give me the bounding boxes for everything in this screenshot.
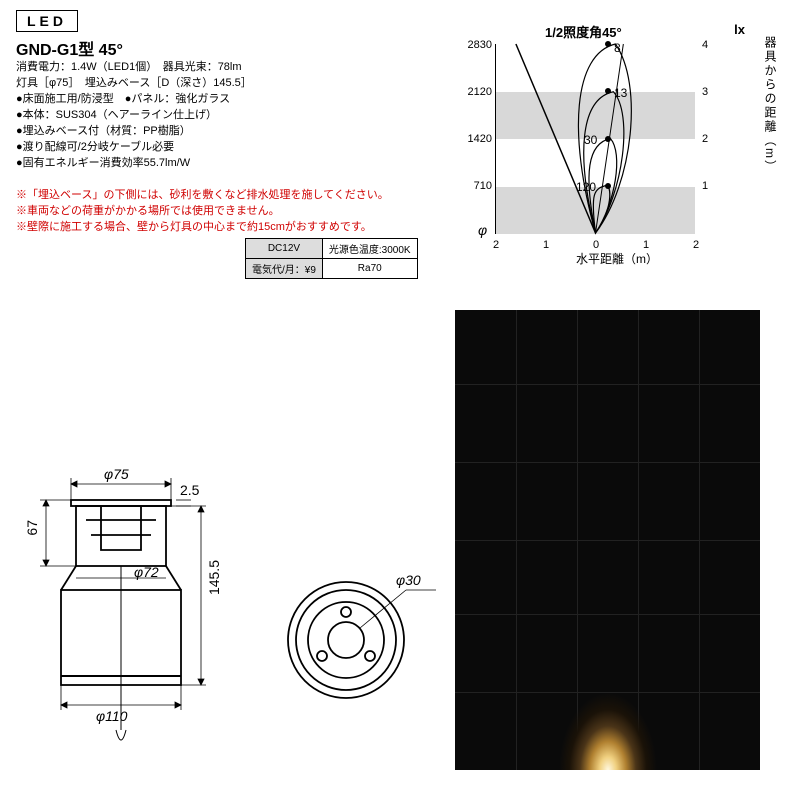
led-badge: LED: [16, 10, 78, 32]
dim-phi72: φ72: [134, 564, 159, 580]
chart-dot: [605, 41, 611, 47]
dim-145-5: 145.5: [206, 560, 222, 595]
ylabel: 2830: [454, 39, 492, 51]
xlabel: 2: [686, 239, 706, 251]
chart-value: 30: [584, 133, 597, 147]
xlabel: 1: [536, 239, 556, 251]
rlabel: 2: [697, 133, 713, 145]
warning-line: ※壁際に施工する場合、壁から灯具の中心まで約15cmがおすすめです。: [16, 220, 436, 236]
warning-line: ※「埋込ベース」の下側には、砂利を敷くなど排水処理を施してください。: [16, 188, 436, 204]
dim-phi30: φ30: [396, 572, 421, 588]
spec-line: ●床面施工用/防浸型 ●パネル：強化ガラス: [16, 92, 396, 108]
dim-phi110: φ110: [96, 708, 127, 724]
dim-phi75: φ75: [104, 466, 129, 482]
xaxis-title: 水平距離（m）: [576, 250, 658, 267]
spec-line: 消費電力：1.4W（LED1個） 器具光束：78lm: [16, 60, 396, 76]
rlabel: 1: [697, 180, 713, 192]
chart-dot: [605, 136, 611, 142]
spec-line: ●渡り配線可/2分岐ケーブル必要: [16, 140, 396, 156]
table-cell: Ra70: [322, 259, 417, 279]
warning-line: ※車両などの荷重がかかる場所では使用できません。: [16, 204, 436, 220]
chart-dot: [605, 88, 611, 94]
chart-dot: [605, 183, 611, 189]
table-cell: DC12V: [246, 239, 323, 259]
dim-67: 67: [24, 520, 40, 536]
ylabel: 1420: [454, 133, 492, 145]
light-glow: [508, 590, 708, 770]
chart-value: 13: [614, 86, 627, 100]
chart-value: 8: [614, 41, 621, 55]
chart-title: 1/2照度角45°: [545, 22, 622, 41]
warnings: ※「埋込ベース」の下側には、砂利を敷くなど排水処理を施してください。 ※車両など…: [16, 188, 436, 236]
rlabel: 4: [697, 39, 713, 51]
rlabel: 3: [697, 86, 713, 98]
spec-list: 消費電力：1.4W（LED1個） 器具光束：78lm 灯具［φ75］ 埋込みベー…: [16, 60, 396, 172]
illumination-chart: 1/2照度角45° lx 器具からの距離（m） 2830 2120 1420 7…: [455, 26, 735, 286]
dim-2-5: 2.5: [180, 482, 199, 498]
spec-line: ●本体：SUS304（ヘアーライン仕上げ）: [16, 108, 396, 124]
spec-line: ●固有エネルギー消費効率55.7lm/W: [16, 156, 396, 172]
table-cell: 電気代/月：¥9: [246, 259, 323, 279]
ylabel: 2120: [454, 86, 492, 98]
tech-drawing: φ75 2.5 67 φ72 145.5 φ110 φ30: [16, 460, 456, 780]
spec-line: ●埋込みベース付（材質：PP樹脂）: [16, 124, 396, 140]
model-title: GND-G1型 45°: [16, 36, 123, 60]
xlabel: 2: [486, 239, 506, 251]
yaxis2-title: 器具からの距離（m）: [762, 36, 779, 174]
drawing-svg: [16, 460, 456, 780]
table-cell: 光源色温度:3000K: [322, 239, 417, 259]
chart-value: 120: [576, 180, 596, 194]
ylabel: 710: [454, 180, 492, 192]
lx-label: lx: [734, 22, 745, 37]
info-table: DC12V 光源色温度:3000K 電気代/月：¥9 Ra70: [245, 238, 418, 279]
light-effect-photo: [455, 310, 760, 770]
spec-line: 灯具［φ75］ 埋込みベース［D（深さ）145.5］: [16, 76, 396, 92]
chart-grid: 2830 2120 1420 710 4 3 2 1 2 1 0 1 2 φ 8: [495, 44, 695, 234]
phi-label: φ: [478, 222, 487, 238]
